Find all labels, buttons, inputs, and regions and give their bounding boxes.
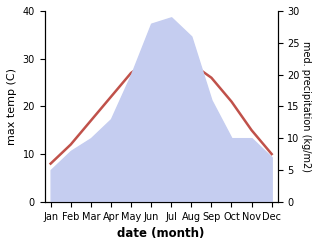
Y-axis label: med. precipitation (kg/m2): med. precipitation (kg/m2) [301, 41, 311, 172]
Y-axis label: max temp (C): max temp (C) [7, 68, 17, 145]
X-axis label: date (month): date (month) [117, 227, 205, 240]
